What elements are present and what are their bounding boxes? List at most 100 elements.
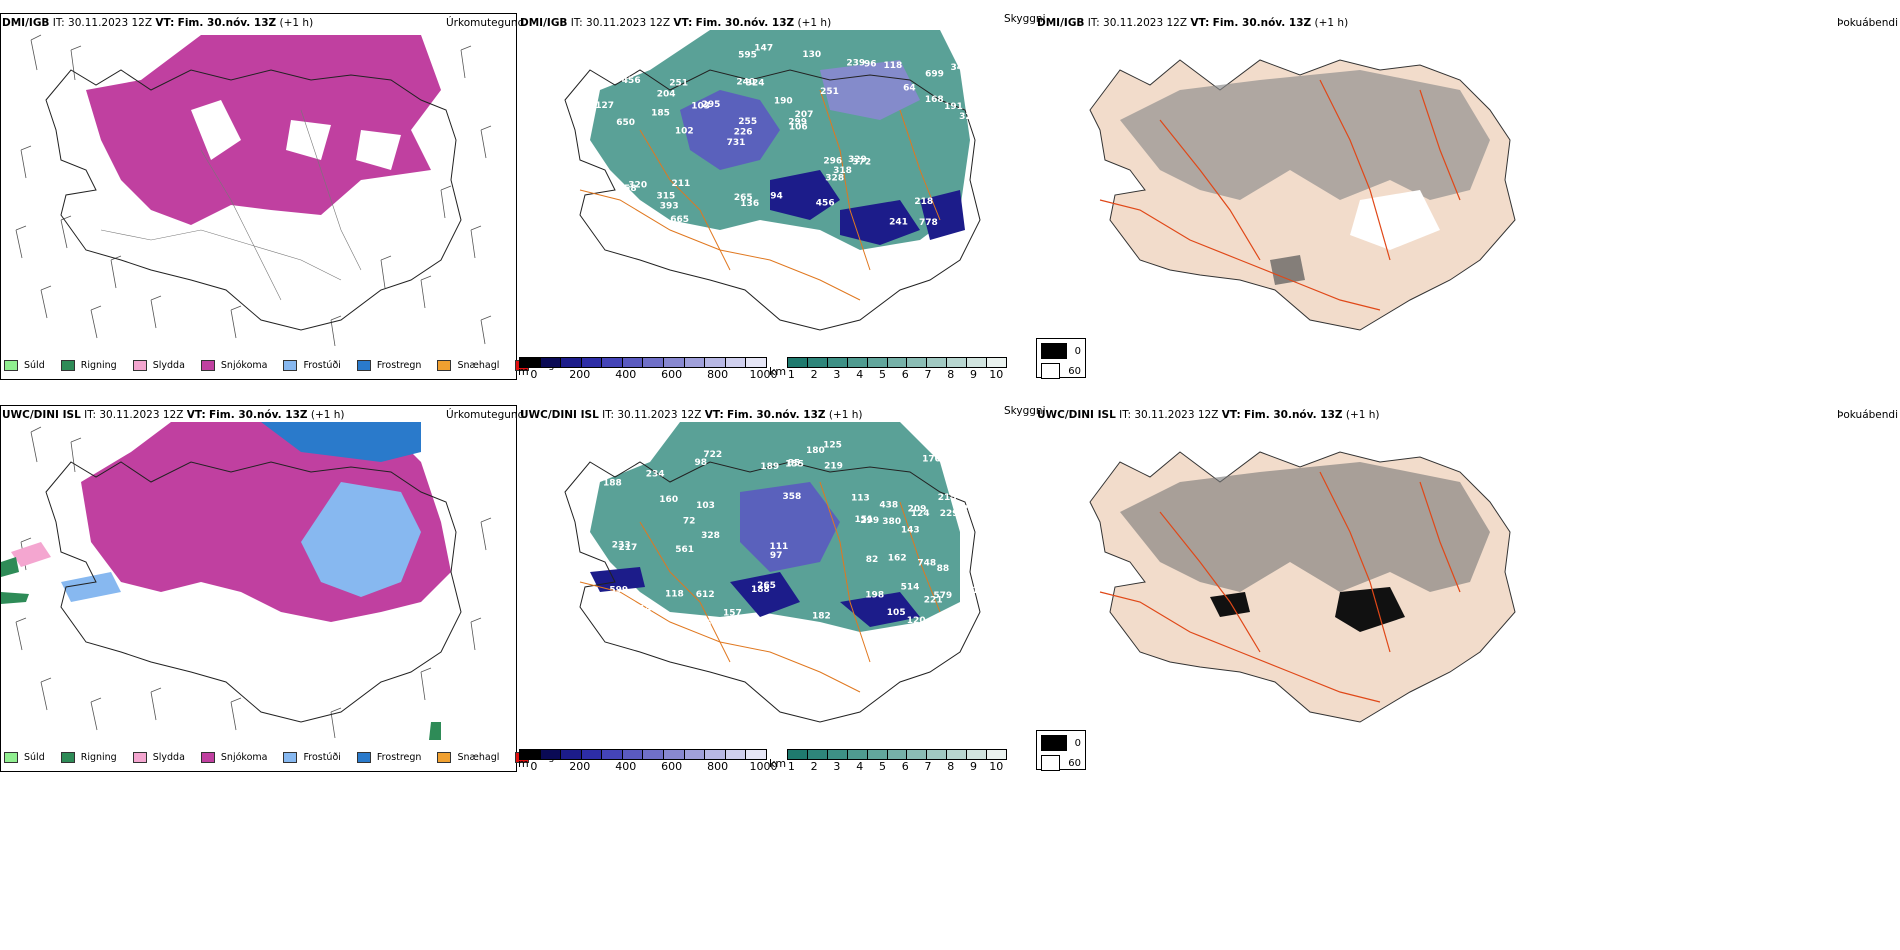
- colorbar-cell: [746, 750, 766, 759]
- it-value: 30.11.2023 12Z: [68, 17, 153, 29]
- visibility-value-label: 191: [944, 102, 963, 112]
- legend-swatch: [4, 752, 18, 763]
- colorbar-cell: [807, 358, 828, 367]
- visibility-value-label: 226: [734, 128, 753, 138]
- offset: (+1 h): [797, 17, 832, 29]
- colorbar-cell: [827, 750, 848, 759]
- visibility-value-label: 139: [632, 224, 651, 234]
- snow-area: [86, 35, 441, 225]
- panel-title: Þokuábendi: [1837, 17, 1898, 29]
- visibility-value-label: 188: [751, 585, 770, 595]
- colorbar-tick-label: 800: [707, 368, 729, 381]
- colorbar-cell: [887, 358, 908, 367]
- visibility-value-label: 201: [960, 586, 979, 596]
- visibility-colorbar: 1 2 3 4 5 6 7 8 9 10 km: [769, 357, 1007, 382]
- visibility-value-label: 157: [723, 609, 742, 619]
- colorbar-tick-label: 1: [787, 368, 795, 381]
- vt-value: Fim. 30.nóv. 13Z: [1212, 17, 1312, 29]
- panel-header: DMI/IGB IT: 30.11.2023 12Z VT: Fim. 30.n…: [520, 16, 831, 30]
- visibility-value-label: 328: [825, 174, 844, 184]
- legend-swatch: [437, 752, 452, 763]
- colorbar-cell: [927, 750, 948, 759]
- visibility-value-label: 748: [917, 559, 936, 569]
- colorbar-cell: [622, 358, 644, 367]
- visibility-value-label: 320: [628, 180, 647, 190]
- colorbar-tick-label: 4: [856, 760, 864, 773]
- roads: [1099, 79, 1461, 311]
- visibility-value-label: 438: [879, 501, 898, 511]
- legend-swatch: [283, 360, 298, 371]
- visibility-value-label: 82: [866, 555, 879, 565]
- vt-label: VT:: [186, 409, 206, 421]
- offset: (+1 h): [1345, 409, 1380, 421]
- colorbar-tick-label: 3: [833, 368, 841, 381]
- colorbar-tick-label: 5: [878, 368, 886, 381]
- colorbar-cell: [725, 358, 747, 367]
- colorbar-tick-label: 1000: [749, 760, 778, 773]
- visibility-value-label: 64: [903, 84, 916, 94]
- visibility-value-label: 393: [660, 202, 679, 212]
- colorbar-cell: [622, 750, 644, 759]
- visibility-colorbar-ticks: 1 2 3 4 5 6 7 8 9 10: [787, 368, 1007, 382]
- coastline: [564, 69, 981, 331]
- legend-swatch: [60, 360, 75, 371]
- colorbar-tick-label: 0: [530, 760, 538, 773]
- visibility-value-label: 127: [595, 101, 614, 111]
- visibility-value-label: 102: [675, 126, 694, 136]
- visibility-value-label: 151: [855, 515, 874, 525]
- visibility-value-label: 88: [937, 564, 950, 574]
- vt-value: Fim. 30.nóv. 13Z: [727, 409, 826, 421]
- colorbar-cell: [788, 358, 808, 367]
- visibility-value-label: 168: [925, 95, 944, 105]
- colorbar-tick-label: 8: [947, 760, 955, 773]
- colorbar-cell: [581, 750, 603, 759]
- colorbar-cell: [967, 750, 988, 759]
- visibility-value-label: 221: [924, 595, 943, 605]
- visibility-value-label: 665: [670, 215, 689, 225]
- model-name: DMI/IGB: [2, 17, 50, 29]
- sleet-area: [11, 542, 51, 567]
- visibility-value-label: 153: [728, 616, 747, 626]
- visibility-value-label: 198: [865, 590, 884, 600]
- visibility-colorbar: 1 2 3 4 5 6 7 8 9 10 km: [769, 749, 1007, 774]
- freezing-drizzle-area: [61, 482, 421, 602]
- colorbar-tick-label: 400: [615, 368, 637, 381]
- colorbar-cell: [746, 358, 766, 367]
- visibility-value-label: 217: [619, 543, 638, 553]
- visibility-value-label: 599: [609, 585, 628, 595]
- colorbar-tick-label: 9: [970, 368, 977, 381]
- legend-swatch: [200, 752, 215, 763]
- visibility-value-label: 106: [789, 123, 808, 133]
- panel-header: UWC/DINI ISL IT: 30.11.2023 12Z VT: Fim.…: [520, 408, 863, 422]
- model-name: UWC/DINI ISL: [1037, 409, 1116, 421]
- colorbar-cell: [847, 750, 868, 759]
- colorbar-cell: [927, 358, 948, 367]
- visibility-value-label: 211: [672, 179, 691, 189]
- colorbar-cell: [827, 358, 848, 367]
- colorbar-cell: [664, 750, 685, 759]
- vt-value: Fim. 30.nóv. 13Z: [177, 17, 277, 29]
- legend-item: Slydda: [132, 752, 185, 763]
- colorbar-cell: [725, 750, 747, 759]
- colorbar-tick-label: 4: [856, 368, 864, 381]
- visibility-value-label: 699: [925, 69, 944, 79]
- height-colorbar-cells: [519, 357, 767, 368]
- vt-value: Fim. 30.nóv. 13Z: [1244, 409, 1343, 421]
- visibility-value-label: 240: [736, 78, 755, 88]
- visibility-value-label: 127: [956, 504, 975, 514]
- visibility-value-label: 97: [770, 551, 783, 561]
- colorbar-tick-label: 200: [569, 368, 591, 381]
- wind-barbs: [15, 426, 492, 739]
- legend-item: Súld: [4, 752, 45, 763]
- legend-item: Snæhagl: [437, 360, 499, 371]
- it-value: 30.11.2023 12Z: [99, 409, 184, 421]
- colorbar-tick-label: 1: [787, 760, 795, 773]
- visibility-value-label: 125: [823, 440, 842, 450]
- visibility-colorbar-cells: [787, 357, 1007, 368]
- legend-swatch: [200, 360, 215, 371]
- colorbar-cell: [664, 358, 685, 367]
- visibility-value-label: 136: [740, 199, 759, 209]
- visibility-value-label: 185: [651, 108, 670, 118]
- colorbar-cell: [887, 750, 908, 759]
- visibility-value-label: 456: [622, 76, 641, 86]
